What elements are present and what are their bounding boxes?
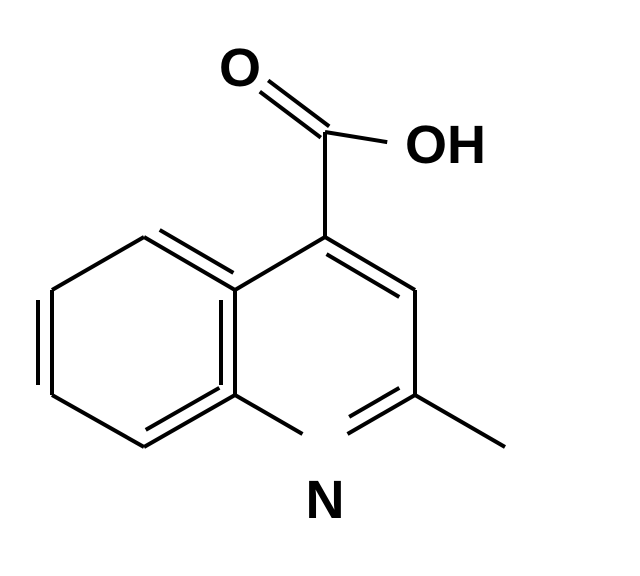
nitrogen-atom: N: [306, 470, 345, 530]
hydroxyl-group: OH: [405, 115, 486, 175]
molecule-diagram: O OH N: [0, 0, 640, 576]
oxygen-atom-double: O: [219, 38, 261, 98]
atoms-layer: O OH N: [219, 38, 486, 530]
